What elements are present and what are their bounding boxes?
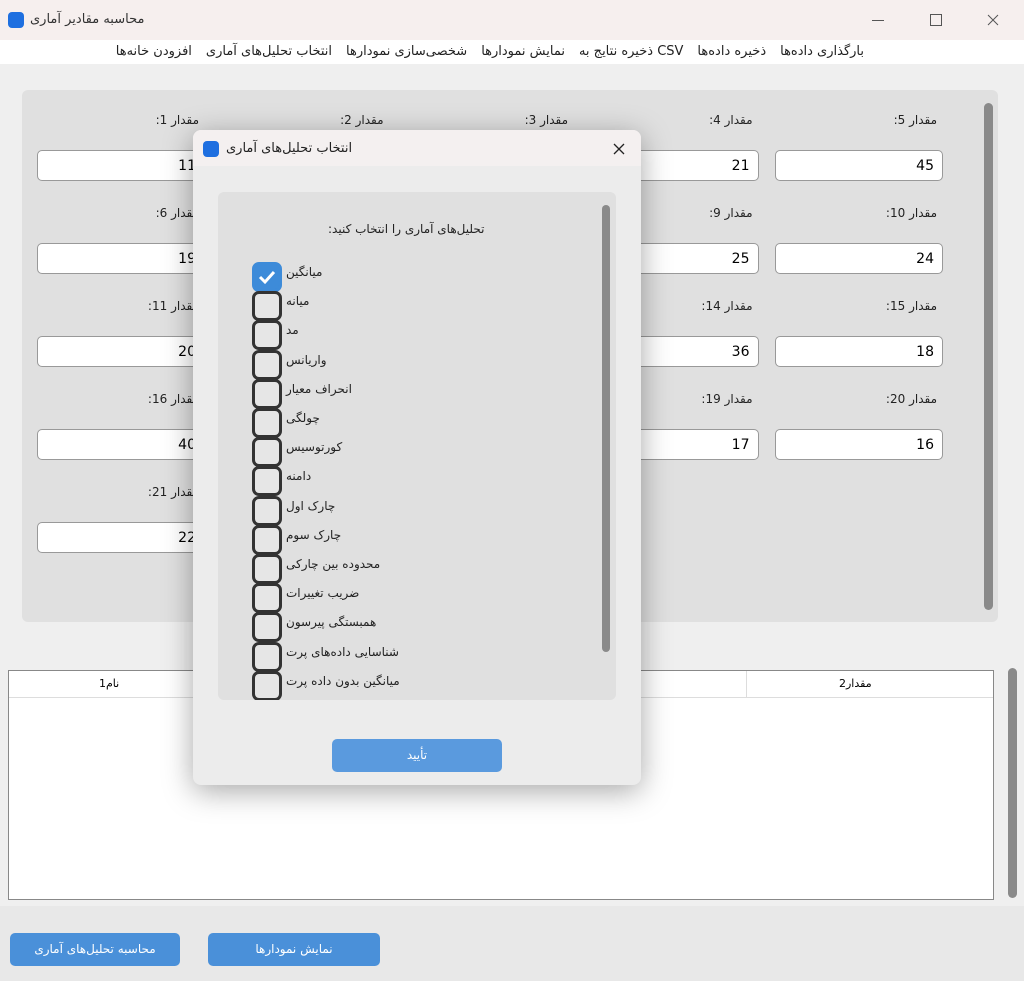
option-label: دامنه — [286, 469, 312, 484]
field-label: مقدار 19: — [701, 392, 753, 406]
instruction: تحلیل‌های آماری را انتخاب کنید: — [328, 222, 485, 236]
option-label: همبستگی پیرسون — [286, 615, 377, 630]
menu-item[interactable]: نمایش نمودارها — [481, 44, 565, 59]
option-label: چارک اول — [286, 498, 336, 513]
scrollbar[interactable] — [984, 103, 993, 610]
checkbox[interactable] — [252, 524, 282, 555]
checkbox[interactable] — [252, 349, 282, 380]
option-label: محدوده بین چارکی — [286, 557, 381, 571]
calculate-button[interactable]: محاسبه تحلیل‌های آماری — [10, 933, 180, 966]
option-label: واریانس — [286, 352, 327, 367]
window-title: محاسبه مقادیر آماری — [30, 12, 145, 27]
column-header: مقدار2 — [839, 677, 872, 690]
checkbox[interactable] — [252, 612, 282, 643]
value-input[interactable]: 40 — [37, 429, 205, 460]
checkbox[interactable] — [252, 670, 282, 700]
column-header: نام1 — [99, 677, 120, 690]
menu-item[interactable]: انتخاب تحلیل‌های آماری — [205, 44, 332, 59]
checkbox[interactable] — [252, 641, 282, 672]
dialog-title-bar — [193, 130, 641, 166]
option-label: مد — [286, 323, 299, 338]
checkbox[interactable] — [252, 437, 282, 468]
value-input[interactable]: 24 — [775, 243, 943, 274]
dialog-close[interactable] — [613, 143, 625, 155]
option-label: ضریب تغییرات — [286, 586, 360, 601]
field-label: مقدار 14: — [701, 299, 753, 313]
menu-item[interactable]: بارگذاری داده‌ها — [780, 44, 864, 59]
dialog: انتخاب تحلیل‌های آماری تحلیل‌های آماری ر… — [193, 130, 641, 785]
dialog-icon — [203, 141, 219, 157]
option-label: چارک سوم — [286, 527, 342, 542]
app-icon — [8, 12, 24, 28]
value-input[interactable]: 20 — [37, 336, 205, 367]
option-label: چولگی — [286, 411, 320, 425]
field-label: مقدار 10: — [885, 206, 937, 220]
field-label: مقدار 3: — [524, 113, 568, 127]
column-separator — [746, 671, 747, 697]
field-label: مقدار 1: — [155, 113, 199, 127]
maximize-button[interactable] — [930, 14, 942, 26]
checkbox[interactable] — [252, 262, 282, 292]
value-input[interactable]: 16 — [775, 429, 943, 460]
option-label: شناسایی داده‌های پرت — [286, 644, 399, 659]
field-label: مقدار 6: — [155, 206, 199, 220]
dialog-title: انتخاب تحلیل‌های آماری — [226, 141, 353, 156]
confirm-button[interactable]: تأیید — [332, 739, 502, 772]
scrollbar[interactable] — [602, 205, 610, 652]
checkbox[interactable] — [252, 554, 282, 584]
field-label: مقدار 20: — [885, 392, 937, 406]
check-mark — [258, 270, 276, 285]
field-label: مقدار 2: — [340, 113, 384, 127]
title-bar: محاسبه مقادیر آماری — [0, 0, 1024, 40]
field-label: مقدار 5: — [893, 113, 937, 127]
option-label: انحراف معیار — [286, 381, 352, 396]
checkbox[interactable] — [252, 466, 282, 497]
checkbox[interactable] — [252, 583, 282, 614]
menu: بارگذاری داده‌ها ذخیره داده‌ها CSV ذخیره ن… — [116, 44, 864, 59]
checkbox[interactable] — [252, 320, 282, 351]
option-label: کورتوسیس — [286, 440, 343, 455]
menu-item[interactable]: ذخیره داده‌ها — [697, 44, 767, 59]
scrollbar[interactable] — [1008, 668, 1017, 898]
field-label: مقدار 9: — [709, 206, 753, 220]
options-panel: تحلیل‌های آماری را انتخاب کنید: میانگین م… — [218, 192, 616, 700]
field-label: مقدار 11: — [147, 299, 199, 313]
menu-item[interactable]: CSV ذخیره نتایج به — [578, 44, 684, 59]
value-input[interactable]: 45 — [775, 150, 943, 181]
checkbox[interactable] — [252, 408, 282, 438]
value-input[interactable]: 22 — [37, 522, 205, 553]
field-label: مقدار 4: — [709, 113, 753, 127]
option-label: میانه — [286, 294, 310, 309]
show-charts-button[interactable]: نمایش نمودارها — [208, 933, 380, 966]
field-label: مقدار 15: — [885, 299, 937, 313]
menu-item[interactable]: شخصی‌سازی نمودارها — [346, 44, 468, 59]
close-button[interactable] — [987, 14, 999, 26]
value-input[interactable]: 18 — [775, 336, 943, 367]
option-label: میانگین بدون داده پرت — [286, 673, 400, 688]
field-label: مقدار 21: — [147, 485, 199, 499]
option-label: میانگین — [286, 265, 323, 279]
menu-bar — [0, 40, 1024, 64]
minimize-button[interactable] — [872, 20, 884, 21]
checkbox[interactable] — [252, 378, 282, 409]
value-input[interactable]: 11 — [37, 150, 205, 181]
field-label: مقدار 16: — [147, 392, 199, 406]
value-input[interactable]: 19 — [37, 243, 205, 274]
menu-item[interactable]: افزودن خانه‌ها — [115, 44, 192, 59]
checkbox[interactable] — [252, 291, 282, 322]
checkbox[interactable] — [252, 495, 282, 526]
